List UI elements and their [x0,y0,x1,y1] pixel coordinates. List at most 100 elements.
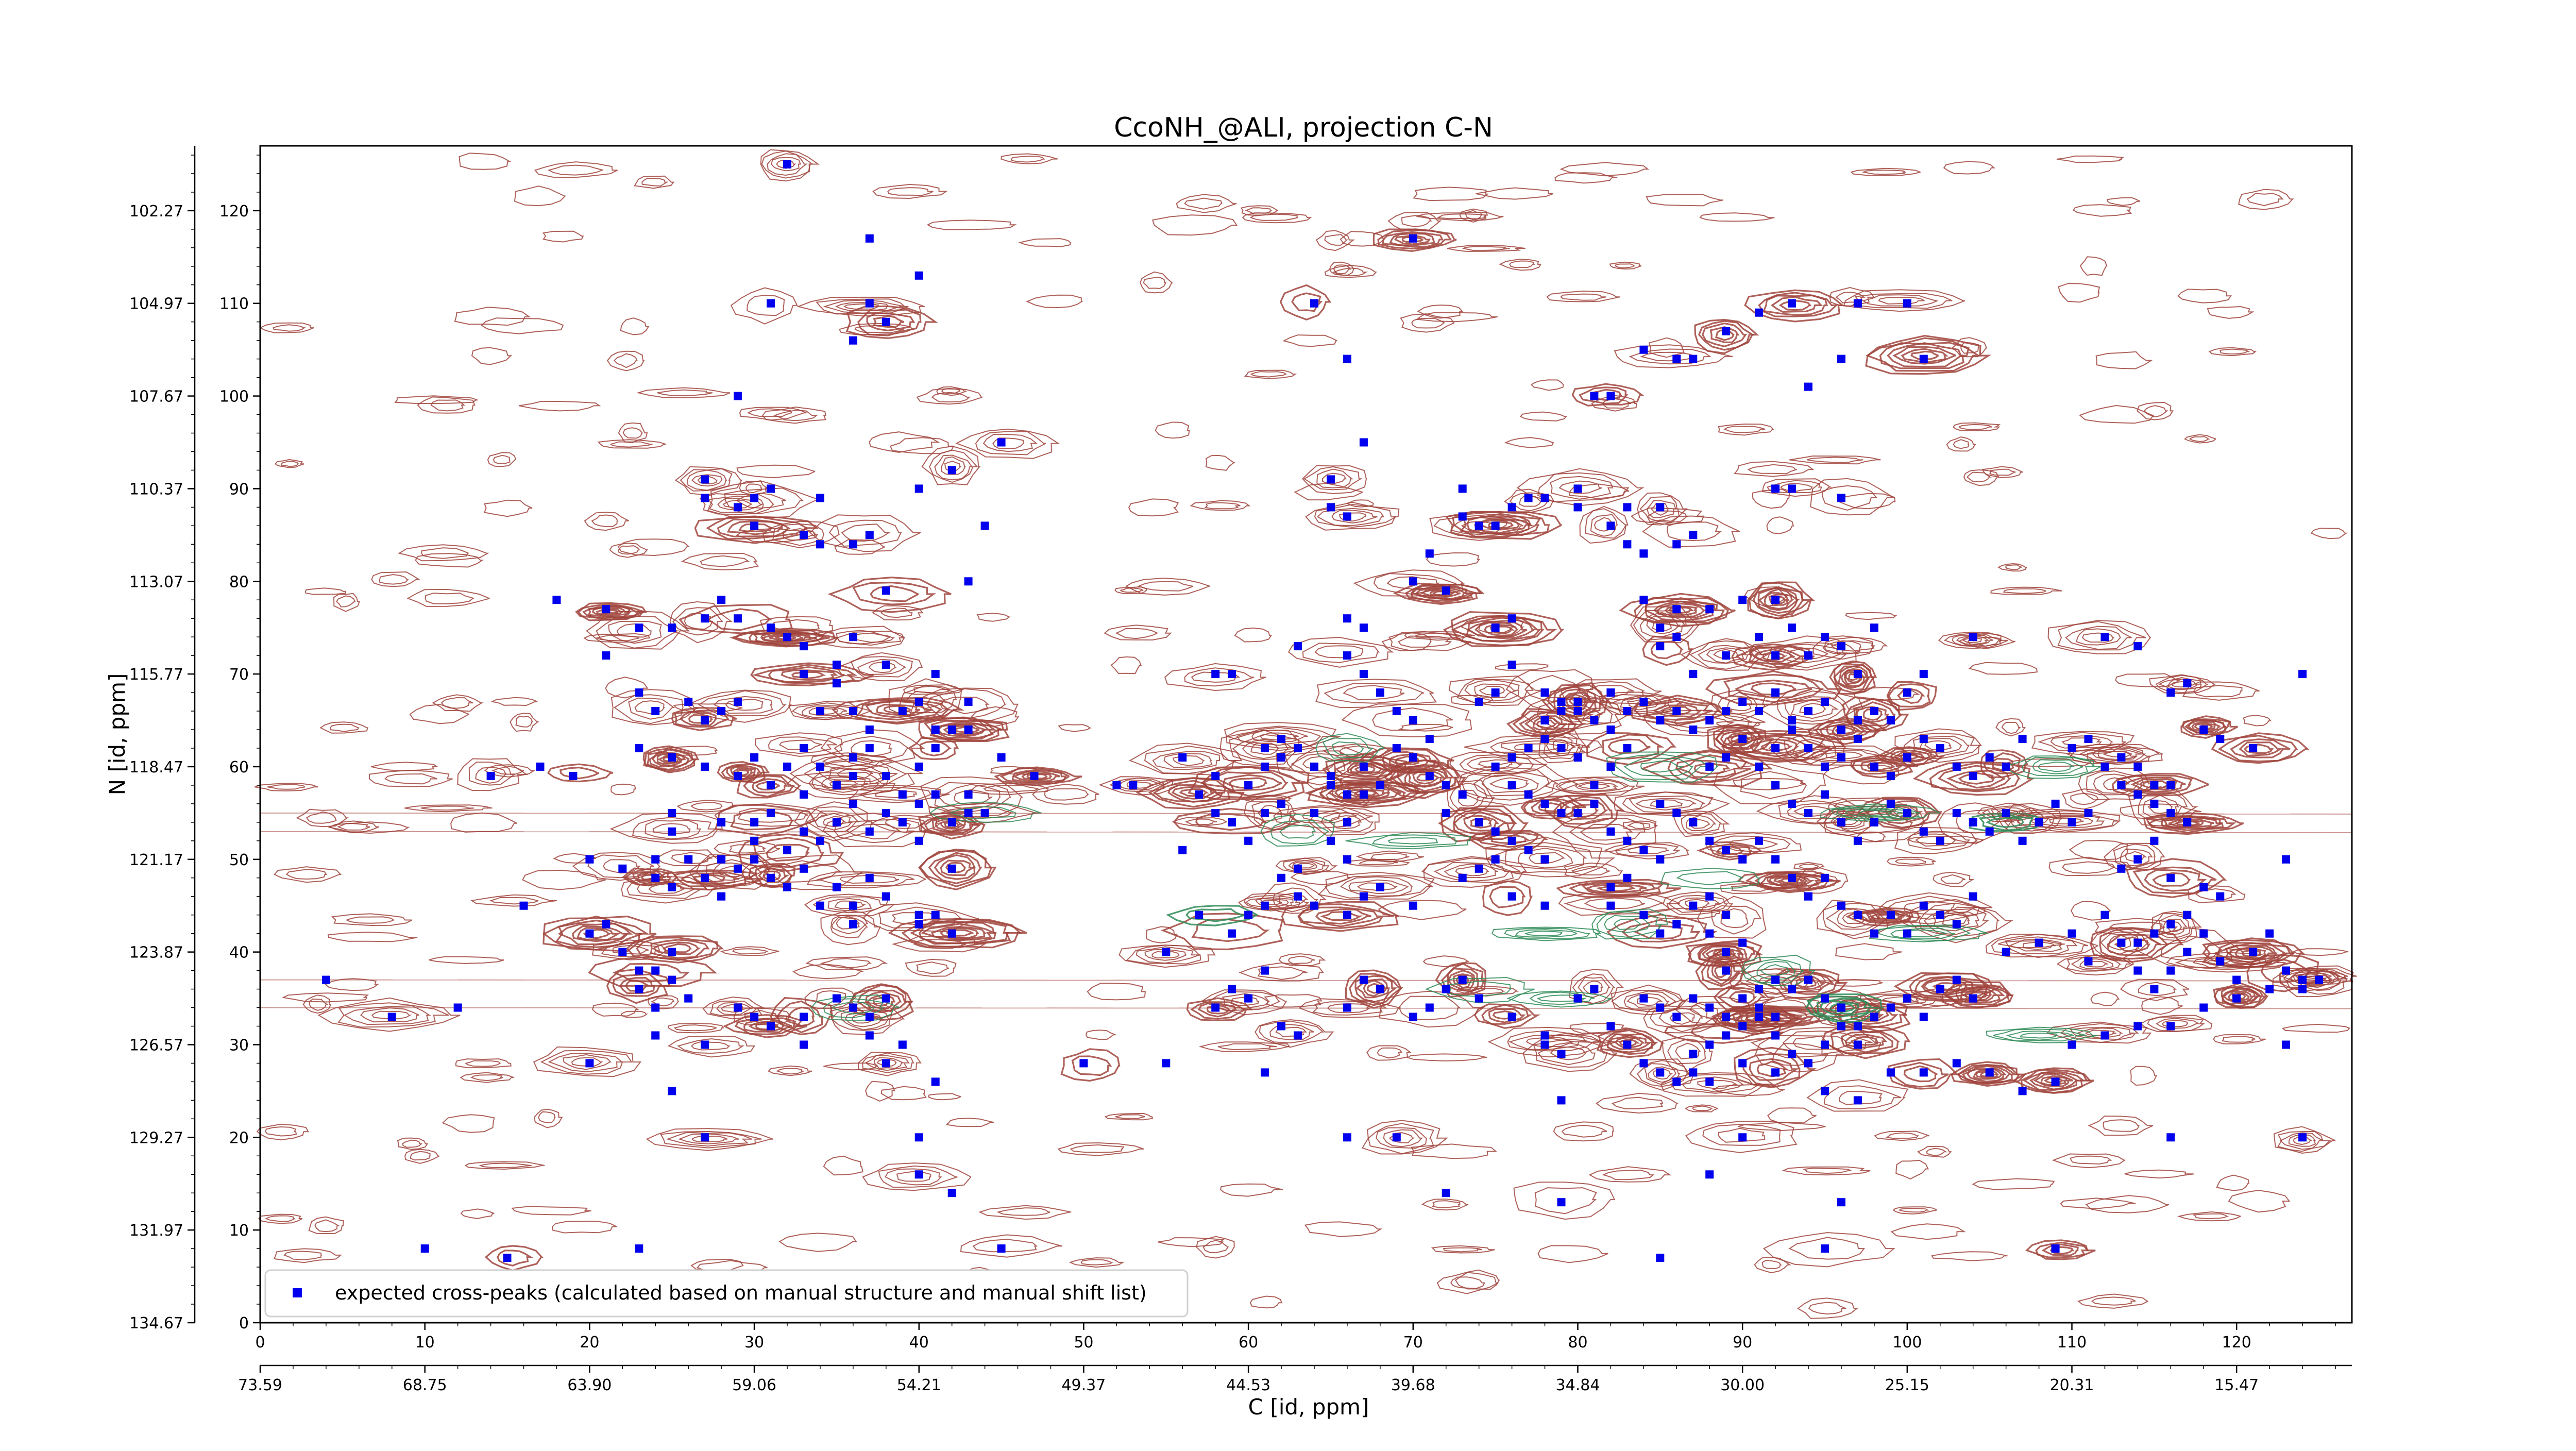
contour-blob [371,571,421,587]
peak-marker [1376,883,1384,891]
peak-marker [1738,1059,1747,1068]
peak-marker [832,883,841,891]
peak-marker [668,753,676,762]
contour-blob [464,1161,545,1170]
contour-blob [2184,434,2216,444]
contour-blob [259,322,314,333]
contour-blob [327,932,418,942]
contour-blob [1642,635,1693,666]
peak-marker [1343,1133,1351,1142]
contour-blob [2149,910,2202,946]
x-ppm-tick-label: 25.15 [1885,1376,1929,1394]
contour-blob [805,956,888,971]
contour-blob [275,459,304,468]
peak-marker [865,873,874,882]
contour-blob [397,1137,429,1150]
peak-marker [1409,234,1417,243]
contour-blob [1361,1120,1449,1155]
peak-marker [1837,726,1845,734]
peak-marker [1573,994,1582,1003]
peak-marker [2199,883,2208,891]
peak-marker [1788,623,1797,632]
contour-blob [542,230,584,243]
contour-blob [1906,835,1985,845]
peak-marker [914,1133,923,1142]
peak-marker [1392,1133,1401,1142]
contour-blob [1892,1206,1938,1215]
y-tick-label: 80 [229,573,249,591]
contour-blob [2061,788,2111,810]
y-ppm-tick-label: 126.57 [129,1036,183,1054]
contour-blob [770,997,834,1036]
peak-marker [618,948,627,956]
contour-blob [2107,197,2141,206]
peak-marker [1837,642,1845,651]
x-axis: 0 10 20 30 40 50 60 70 80 90 100 110 120 [255,1323,2336,1352]
y-tick-label: 10 [229,1222,249,1240]
contour-blob [442,1114,495,1133]
peak-marker [816,762,824,771]
peak-marker [1442,985,1450,993]
contour-blob [1026,294,1084,309]
peak-marker [1573,707,1582,715]
peak-marker [1656,716,1665,724]
peak-marker [1821,633,1829,642]
contour-blob [459,153,512,170]
peak-marker [2216,892,2225,901]
peak-marker [1705,836,1714,845]
contour-blob [1660,868,1760,889]
peak-marker [1788,799,1797,808]
peak-marker [2084,957,2093,966]
contour-blob [1152,214,1238,236]
contour-blob [1579,505,1629,544]
peak-marker [2166,1133,2175,1142]
peak-marker [1228,929,1236,938]
y-tick-label: 90 [229,480,249,498]
peak-marker [1343,790,1351,799]
contour-ridge [260,1007,2352,1009]
contour-blob [2124,1169,2194,1179]
peak-marker [1491,688,1500,697]
peak-marker [1573,503,1582,512]
x-tick-label: 60 [1239,1334,1258,1352]
peak-marker [1870,762,1878,771]
peak-marker [1178,846,1187,854]
peak-marker [1903,994,1911,1003]
contour-blob [2058,283,2100,303]
peak-marker [1903,688,1911,697]
contour-blob [2211,732,2310,764]
contour-blob [432,694,484,712]
contour-blob [606,350,645,372]
contour-blob [256,1123,310,1141]
contour-blob [1781,1166,1871,1176]
peak-marker [1491,623,1500,632]
peak-marker [1376,688,1384,697]
contour-blob [514,185,567,207]
contour-blob [1305,501,1400,531]
peak-marker [1425,771,1434,780]
peak-marker [750,494,759,502]
y-ppm-tick-label: 104.97 [129,295,183,313]
peak-marker [1294,892,1302,901]
x-tick-label: 90 [1733,1334,1752,1352]
peak-marker [1112,781,1121,789]
contour-blob [735,528,816,543]
peak-marker [321,975,330,984]
peak-marker [2067,818,2076,826]
peak-marker [1771,596,1780,604]
peak-marker [2150,985,2159,993]
peak-marker [1886,1003,1895,1012]
peak-marker [816,494,824,502]
contour-blob [484,1245,544,1272]
contour-blob [1537,1245,1608,1263]
contour-blob [921,445,981,485]
contour-blob [454,307,531,326]
contour-blob [1767,1107,1817,1124]
contour-blob [2141,996,2183,1015]
peak-marker [2166,781,2175,789]
peak-marker [2067,929,2076,938]
contour-blob [1685,1104,1718,1112]
x-tick-label: 20 [580,1334,599,1352]
peak-marker [734,864,742,873]
contour-blob [331,913,413,926]
